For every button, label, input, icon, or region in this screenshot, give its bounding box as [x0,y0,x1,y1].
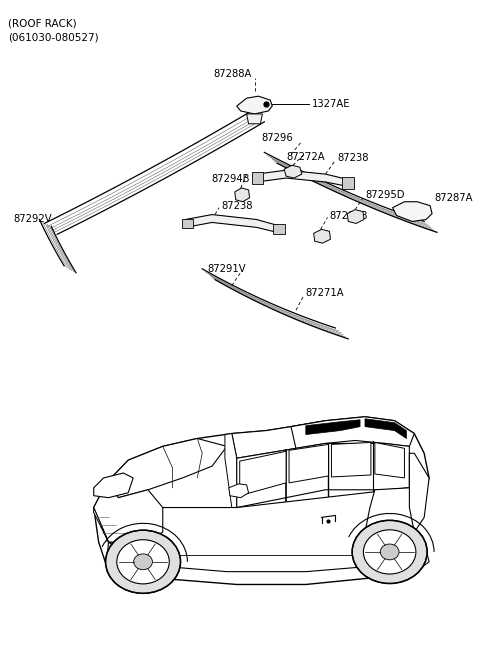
Ellipse shape [117,540,169,584]
Text: 87272A: 87272A [286,152,324,162]
Text: 87291V: 87291V [207,264,246,274]
Text: 87238: 87238 [221,201,252,211]
Text: 87293B: 87293B [329,211,368,220]
Polygon shape [332,442,371,477]
Text: 87238: 87238 [337,154,369,163]
Polygon shape [240,451,286,496]
Polygon shape [225,434,237,508]
Polygon shape [347,210,364,224]
Polygon shape [393,202,432,222]
Text: 87292V: 87292V [14,215,52,224]
Polygon shape [94,483,163,545]
Polygon shape [247,114,263,124]
Text: 87296: 87296 [262,133,293,142]
Polygon shape [237,96,272,114]
Polygon shape [252,172,264,184]
Text: (061030-080527): (061030-080527) [8,32,98,42]
Polygon shape [390,542,429,577]
Polygon shape [94,473,133,498]
Polygon shape [273,224,285,234]
Polygon shape [409,453,429,532]
Ellipse shape [380,544,399,560]
Text: 87294B: 87294B [211,174,250,184]
Polygon shape [107,542,163,579]
Text: 87288A: 87288A [213,70,252,79]
Polygon shape [153,488,419,571]
Polygon shape [375,442,405,478]
Polygon shape [229,484,249,498]
Polygon shape [185,215,281,234]
Polygon shape [107,438,227,498]
Polygon shape [289,444,328,483]
Polygon shape [306,420,360,434]
Polygon shape [181,218,193,228]
Ellipse shape [352,520,427,583]
Polygon shape [314,230,330,243]
Polygon shape [235,188,250,202]
Text: (ROOF RACK): (ROOF RACK) [8,18,76,28]
Polygon shape [284,165,302,178]
Polygon shape [94,508,163,562]
Text: 87271A: 87271A [306,289,345,298]
Polygon shape [342,177,354,189]
Polygon shape [256,170,350,187]
Polygon shape [232,420,325,458]
Ellipse shape [106,530,180,594]
Polygon shape [94,417,429,584]
Text: 87295D: 87295D [365,190,405,200]
Polygon shape [291,417,414,448]
Polygon shape [365,488,419,565]
Ellipse shape [363,530,416,574]
Polygon shape [365,419,407,438]
Text: 87287A: 87287A [434,193,472,203]
Text: 1327AE: 1327AE [312,99,350,109]
Ellipse shape [133,554,153,569]
Polygon shape [237,443,409,508]
